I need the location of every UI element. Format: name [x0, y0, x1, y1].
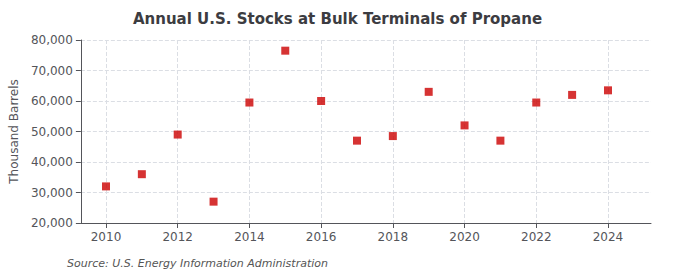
svg-text:2010: 2010 [91, 230, 122, 244]
svg-text:2018: 2018 [378, 230, 409, 244]
svg-text:2022: 2022 [521, 230, 552, 244]
svg-text:2012: 2012 [162, 230, 193, 244]
svg-text:2024: 2024 [593, 230, 624, 244]
svg-text:50,000: 50,000 [31, 125, 73, 139]
svg-text:70,000: 70,000 [31, 64, 73, 78]
svg-text:Source: U.S. Energy Informatio: Source: U.S. Energy Information Administ… [67, 257, 328, 270]
svg-text:Annual U.S. Stocks at Bulk Ter: Annual U.S. Stocks at Bulk Terminals of … [133, 10, 542, 28]
svg-text:Thousand Barrels: Thousand Barrels [7, 79, 21, 184]
svg-text:20,000: 20,000 [31, 216, 73, 230]
svg-text:2014: 2014 [234, 230, 265, 244]
svg-text:40,000: 40,000 [31, 155, 73, 169]
svg-text:80,000: 80,000 [31, 33, 73, 47]
svg-text:2016: 2016 [306, 230, 337, 244]
svg-text:30,000: 30,000 [31, 186, 73, 200]
svg-text:2020: 2020 [449, 230, 480, 244]
svg-text:60,000: 60,000 [31, 94, 73, 108]
